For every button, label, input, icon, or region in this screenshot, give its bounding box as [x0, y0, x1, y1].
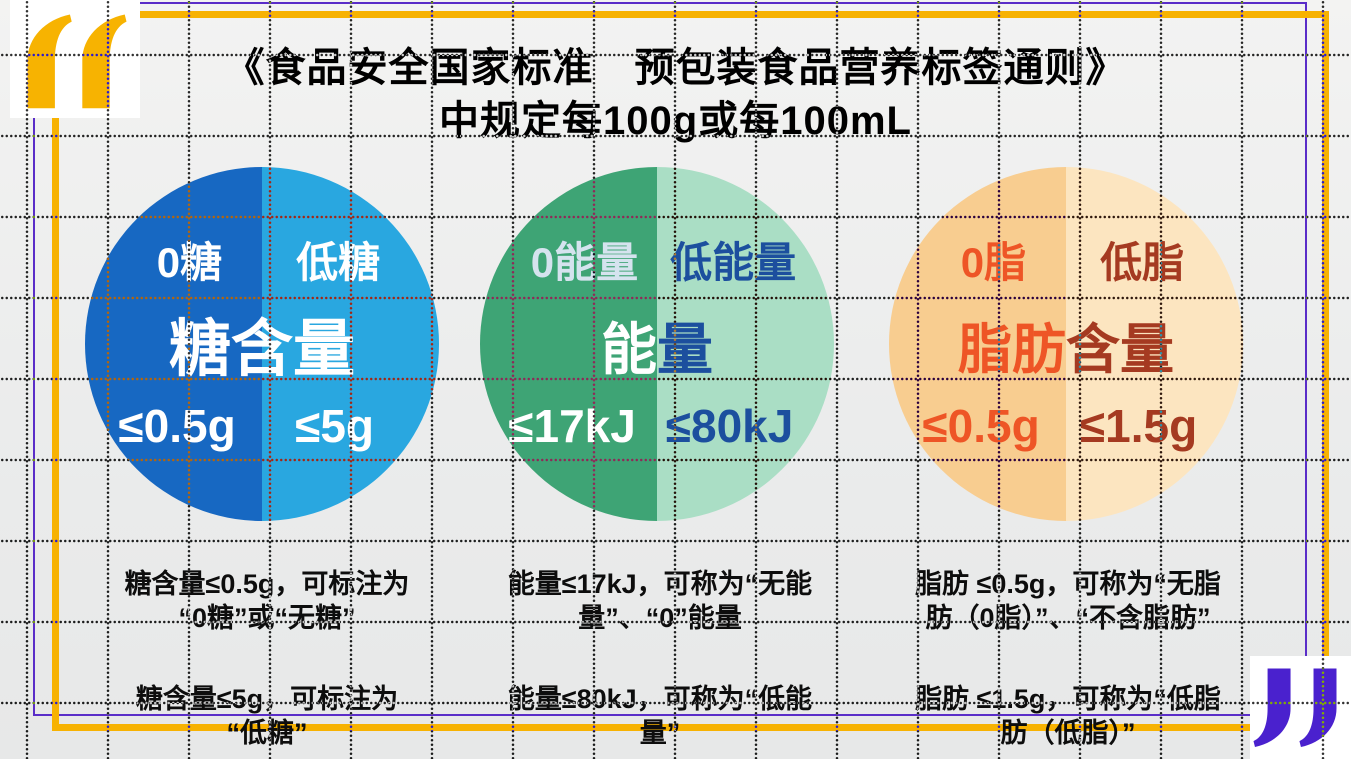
energy-circle: 0能量 低能量 能量 ≤17kJ ≤80kJ [480, 167, 834, 521]
energy-notes: 能量≤17kJ，可称为“无能 量”、“0”能量 能量≤80kJ，可称为“低能 量… [465, 533, 855, 759]
energy-title-part2: 量 [657, 318, 713, 381]
energy-title-part1: 能 [601, 318, 657, 381]
sugar-title-part1: 糖含量 [168, 315, 355, 384]
sugar-low-threshold: ≤5g [295, 400, 375, 452]
fat-note-2: 脂肪 ≤1.5g，可称为“低脂 肪（低脂）” [915, 684, 1221, 748]
energy-note-2: 能量≤80kJ，可称为“低能 量” [507, 684, 813, 748]
fat-low-threshold: ≤1.5g [1079, 400, 1198, 452]
fat-low-label: 低脂 [1100, 239, 1185, 286]
fat-title-part1: 脂肪 [958, 320, 1066, 380]
fat-circle: 0脂 低脂 脂肪含量 ≤0.5g ≤1.5g [889, 167, 1243, 521]
energy-low-label: 低能量 [670, 239, 797, 286]
energy-low-threshold: ≤80kJ [665, 400, 794, 452]
fat-note-1: 脂肪 ≤0.5g，可称为“无脂 肪（0脂）”、“不含脂肪” [915, 569, 1221, 633]
title-line-1: 《食品安全国家标准 预包装食品营养标签通则》 [224, 46, 1127, 90]
sugar-note-2: 糖含量≤5g，可标注为 “低糖” [135, 684, 399, 748]
fat-title-part2: 含量 [1066, 320, 1174, 380]
energy-circle-title: 能量 [480, 317, 834, 383]
sugar-note-1: 糖含量≤0.5g，可标注为 “0糖”或“无糖” [124, 569, 410, 633]
fat-notes: 脂肪 ≤0.5g，可称为“无脂 肪（0脂）”、“不含脂肪” 脂肪 ≤1.5g，可… [858, 533, 1278, 759]
sugar-notes: 糖含量≤0.5g，可标注为 “0糖”或“无糖” 糖含量≤5g，可标注为 “低糖” [72, 533, 462, 759]
title-line-2: 中规定每100g或每100mL [439, 99, 912, 143]
slide-title: 《食品安全国家标准 预包装食品营养标签通则》 中规定每100g或每100mL [0, 42, 1351, 148]
sugar-circle-title: 糖含量 [85, 317, 439, 383]
sugar-low-label: 低糖 [296, 239, 381, 286]
fat-circle-title: 脂肪含量 [889, 317, 1243, 383]
energy-note-1: 能量≤17kJ，可称为“无能 量”、“0”能量 [507, 569, 813, 633]
sugar-circle: 0糖 低糖 糖含量 ≤0.5g ≤5g [85, 167, 439, 521]
